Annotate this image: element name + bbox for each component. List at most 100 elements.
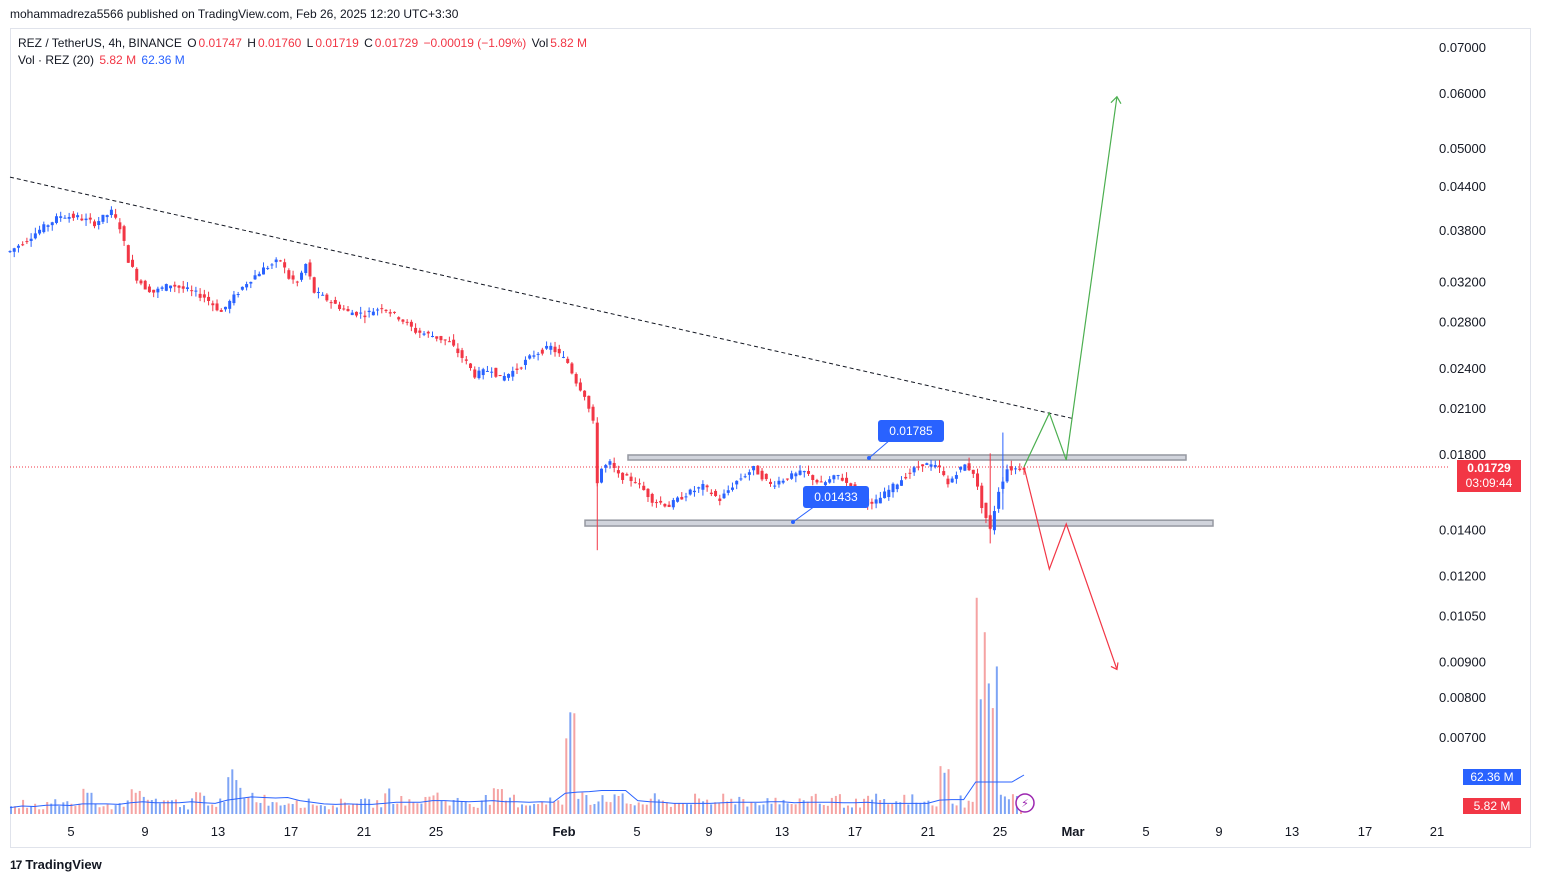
support-zone[interactable] [584, 519, 1214, 527]
volume-bar [553, 802, 556, 814]
volume-bar [609, 802, 612, 814]
volume-bar [766, 798, 769, 814]
candle-body [870, 501, 874, 504]
chart-frame[interactable] [10, 28, 1531, 848]
candle-body [207, 296, 211, 301]
tradingview-brand[interactable]: 17 TradingView [10, 857, 102, 872]
volume-bar [605, 801, 608, 814]
candle-body [536, 353, 540, 355]
candle-body [266, 267, 270, 269]
volume-bar [412, 802, 415, 814]
volume-bar [533, 804, 536, 814]
volume-bar [621, 793, 624, 814]
volume-bar [179, 807, 181, 814]
volume-bar [295, 800, 298, 814]
volume-bar [368, 799, 371, 814]
candle-body [321, 294, 325, 296]
candle-body [131, 259, 135, 267]
volume-bar [183, 805, 186, 814]
time-axis-label: 21 [921, 824, 935, 839]
legend-symbol[interactable]: REZ / TetherUS, 4h, BINANCE [18, 36, 182, 50]
volume-bar [907, 804, 910, 814]
candle-body [676, 497, 680, 502]
volume-bar [239, 787, 242, 814]
candle-body [798, 470, 802, 475]
candle-body [109, 209, 113, 216]
volume-bar [424, 796, 427, 814]
lightning-icon[interactable] [1015, 793, 1035, 813]
candle-body [777, 480, 781, 485]
volume-bar [279, 805, 282, 814]
candle-body [249, 281, 253, 284]
volume-bar [698, 798, 701, 814]
volume-bar [251, 792, 254, 814]
volume-bar [975, 597, 978, 814]
volume-bar [170, 800, 173, 814]
volume-bar [746, 806, 749, 814]
volume-bar [987, 683, 990, 814]
volume-bar [951, 803, 954, 814]
volume-bar [122, 806, 125, 814]
support-callout-box[interactable] [803, 486, 869, 508]
volume-bar [158, 803, 161, 814]
candle-body [976, 473, 980, 487]
candle-body [997, 491, 1001, 509]
candle-body [511, 370, 515, 377]
volume-bar [979, 699, 982, 814]
volume-bar [255, 802, 258, 814]
candle-body [93, 221, 96, 227]
volume-bar [460, 801, 463, 814]
volume-bar [645, 804, 648, 814]
volume-bar [223, 802, 226, 814]
volume-bar [440, 800, 443, 814]
volume-bar [561, 804, 564, 814]
volume-bar [436, 792, 439, 814]
candle-body [426, 331, 430, 334]
volume-bar [947, 769, 950, 814]
candle-body [46, 225, 50, 227]
volume-bar [46, 801, 49, 814]
bearish-projection-path[interactable] [1023, 466, 1118, 670]
candle-body [519, 367, 523, 369]
volume-bar [734, 804, 737, 814]
volume-bar [879, 800, 882, 814]
candle-body [329, 302, 333, 304]
time-axis-label: 21 [357, 824, 371, 839]
candle-body [477, 370, 481, 379]
volume-bar [601, 795, 604, 814]
volume-bar [730, 798, 733, 814]
candle-body [295, 281, 299, 283]
volume-ma-tag: 62.36 M [1463, 769, 1521, 785]
volume-bar [653, 793, 656, 814]
resistance-callout-box[interactable] [878, 420, 944, 442]
legend-vol-indicator[interactable]: Vol · REZ (20) [18, 53, 95, 67]
volume-bar [231, 769, 234, 814]
volume-bar [991, 708, 994, 814]
price-axis-label: 0.05000 [1439, 141, 1486, 156]
tradingview-logo-icon: 17 [10, 857, 22, 872]
candle-body [574, 374, 578, 384]
volume-bar [967, 800, 970, 814]
descending-trendline[interactable] [9, 176, 1075, 420]
volume-bar [742, 799, 745, 814]
volume-bar [271, 802, 274, 814]
volume-bar [376, 800, 379, 814]
volume-bar [661, 800, 664, 814]
volume-bar [774, 797, 777, 814]
candle-body [67, 216, 71, 219]
bullish-projection-path[interactable] [1023, 96, 1118, 468]
volume-bar [883, 799, 886, 814]
candle-body [409, 321, 413, 327]
tradingview-brand-name: TradingView [25, 857, 102, 872]
volume-bar [287, 803, 290, 814]
candle-body [659, 500, 663, 503]
bar-countdown: 03:09:44 [1465, 476, 1513, 490]
volume-bar [70, 803, 73, 814]
candle-body [929, 464, 933, 467]
resistance-zone[interactable] [627, 454, 1187, 461]
volume-bar [444, 801, 447, 814]
candle-body [156, 288, 160, 293]
resistance-callout-pointer [868, 439, 891, 459]
volume-bar [577, 798, 580, 814]
